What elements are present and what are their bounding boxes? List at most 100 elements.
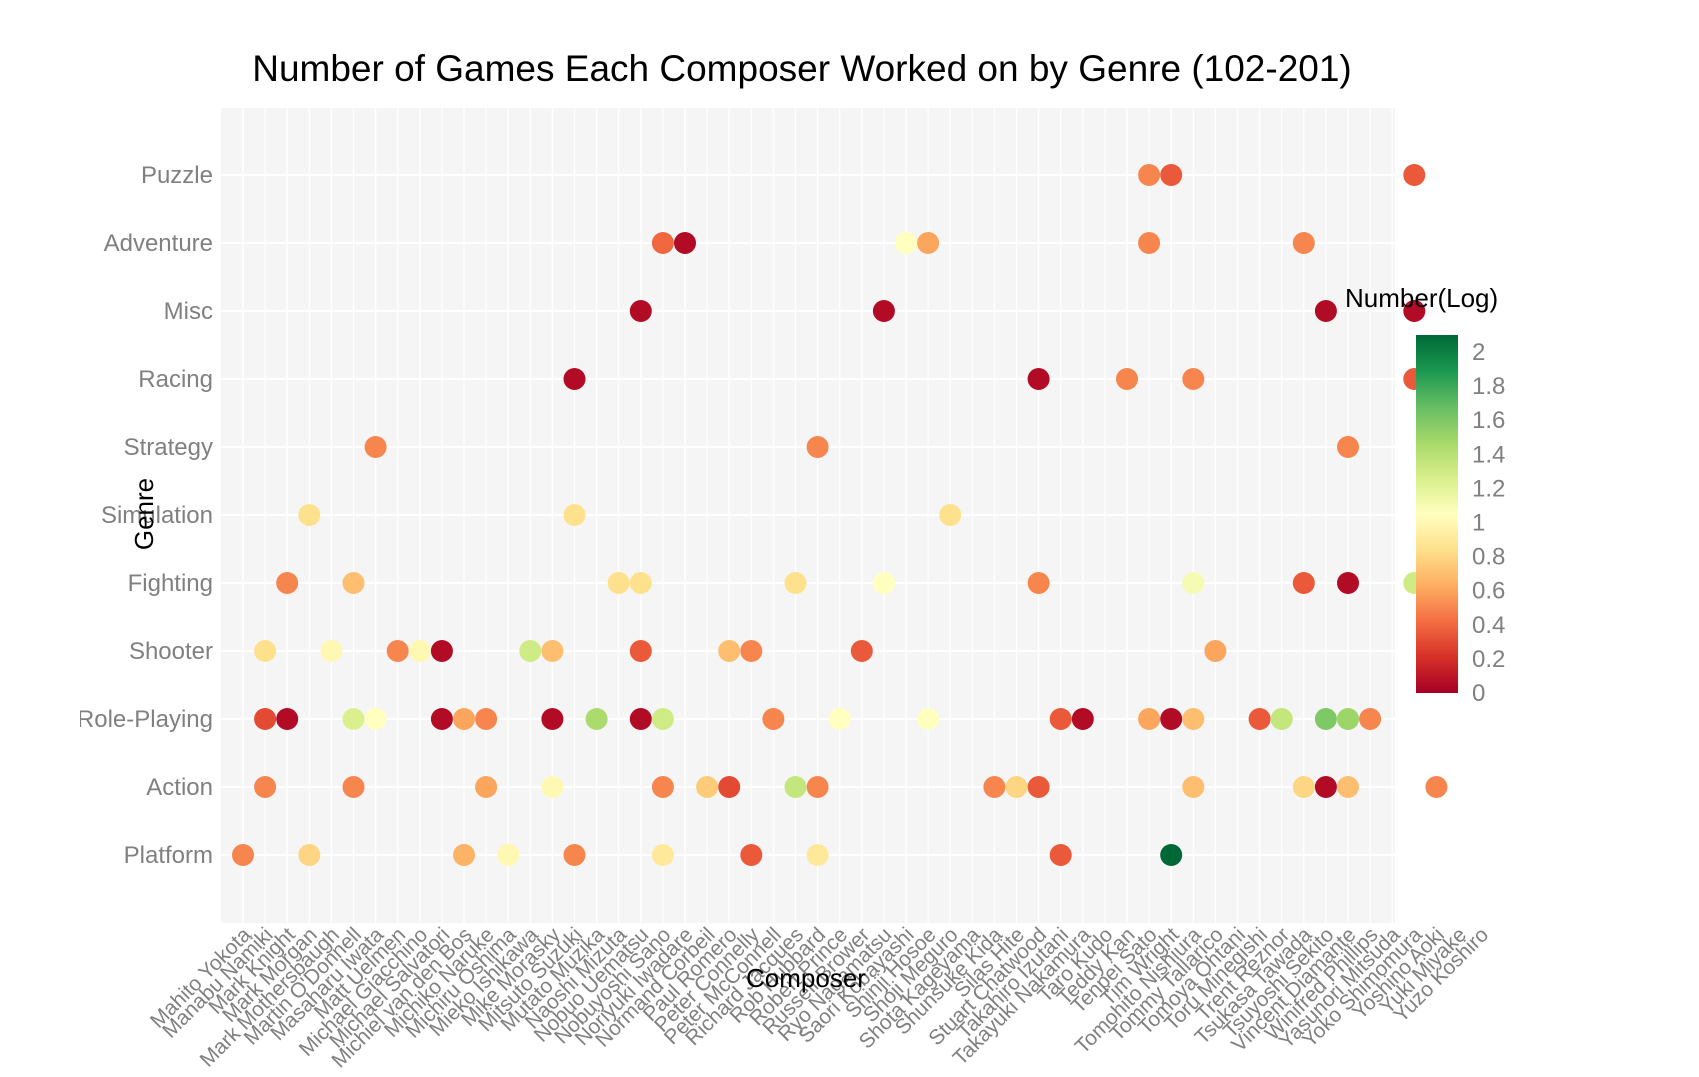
chart-title: Number of Games Each Composer Worked on …	[252, 48, 1352, 89]
data-point	[651, 844, 674, 866]
y-tick-label: Racing	[138, 366, 213, 393]
data-point	[475, 708, 498, 730]
data-point	[629, 300, 652, 322]
data-point	[674, 232, 696, 254]
data-point	[342, 572, 365, 594]
colorbar-tick-label: 1.6	[1472, 407, 1505, 434]
data-point	[1049, 844, 1072, 866]
data-point	[917, 232, 940, 254]
data-point	[983, 776, 1006, 798]
data-point	[917, 708, 940, 730]
data-point	[1359, 708, 1382, 730]
data-point	[364, 708, 387, 730]
data-point	[740, 844, 763, 866]
legend-title: Number(Log)	[1345, 283, 1498, 313]
data-point	[453, 844, 475, 866]
data-point	[1403, 164, 1426, 186]
data-point	[1027, 776, 1050, 798]
data-point	[563, 368, 586, 390]
data-point	[1027, 572, 1050, 594]
data-point	[939, 504, 962, 526]
colorbar-tick-label: 0.6	[1472, 578, 1505, 605]
data-point	[806, 436, 829, 458]
data-point	[1071, 708, 1094, 730]
colorbar-tick-label: 0.4	[1472, 612, 1505, 639]
data-point	[1204, 640, 1227, 662]
data-point	[1314, 708, 1337, 730]
data-point	[430, 640, 453, 662]
data-point	[254, 640, 277, 662]
colorbar-tick-label: 1.2	[1472, 475, 1505, 502]
data-point	[1337, 572, 1359, 594]
y-axis-title: Genre	[129, 478, 159, 550]
data-point	[850, 640, 873, 662]
data-point	[1138, 232, 1161, 254]
data-point	[1182, 368, 1205, 390]
data-point	[298, 844, 321, 866]
data-point	[1049, 708, 1072, 730]
data-point	[1160, 164, 1183, 186]
data-point	[342, 776, 365, 798]
data-point	[541, 640, 564, 662]
data-point	[1337, 776, 1359, 798]
data-point	[541, 776, 564, 798]
data-point	[298, 504, 321, 526]
colorbar-tick-label: 2	[1472, 339, 1485, 366]
data-point	[784, 776, 807, 798]
data-point	[364, 436, 387, 458]
data-point	[1160, 708, 1183, 730]
data-point	[1005, 776, 1028, 798]
data-point	[254, 708, 277, 730]
data-point	[784, 572, 807, 594]
data-point	[651, 776, 674, 798]
colorbar-tick-label: 1.4	[1472, 441, 1505, 468]
data-point	[342, 708, 365, 730]
data-point	[607, 572, 630, 594]
data-point	[1160, 844, 1183, 866]
data-point	[629, 708, 652, 730]
colorbar-tick-label: 1	[1472, 510, 1485, 537]
data-point	[232, 844, 254, 866]
y-tick-label: Shooter	[129, 638, 213, 665]
data-point	[585, 708, 608, 730]
data-point	[872, 300, 895, 322]
data-point	[740, 640, 763, 662]
data-point	[1314, 300, 1337, 322]
data-point	[453, 708, 475, 730]
data-point	[430, 708, 453, 730]
data-point	[254, 776, 277, 798]
data-point	[696, 776, 719, 798]
data-point	[276, 708, 299, 730]
data-point	[541, 708, 564, 730]
data-point	[475, 776, 498, 798]
data-point	[1182, 708, 1205, 730]
y-tick-label: Platform	[124, 842, 213, 869]
y-tick-label: Simulation	[101, 502, 213, 529]
data-point	[651, 232, 674, 254]
color-legend: Number(Log) 0 0.2 0.4 0.6 0.8 1 1.2 1.4 1.6 1.8 2	[1345, 283, 1505, 707]
data-point	[1292, 232, 1315, 254]
colorbar-ticks: 0 0.2 0.4 0.6 0.8 1 1.2 1.4 1.6 1.8 2	[1472, 339, 1505, 707]
data-point	[1138, 164, 1161, 186]
data-point	[497, 844, 520, 866]
data-point	[1138, 708, 1161, 730]
data-point	[1182, 776, 1205, 798]
data-point	[563, 844, 586, 866]
colorbar-tick-label: 1.8	[1472, 373, 1505, 400]
y-tick-label: Role-Playing	[77, 706, 213, 733]
data-point	[651, 708, 674, 730]
y-tick-label: Fighting	[128, 570, 213, 597]
data-point	[629, 572, 652, 594]
data-point	[718, 640, 741, 662]
data-point	[895, 232, 917, 254]
data-point	[320, 640, 343, 662]
y-tick-label: Strategy	[124, 434, 213, 461]
data-point	[563, 504, 586, 526]
colorbar-tick-label: 0	[1472, 680, 1485, 707]
y-tick-label: Misc	[164, 298, 213, 325]
data-point	[762, 708, 785, 730]
data-point	[806, 776, 829, 798]
data-point	[806, 844, 829, 866]
data-point	[872, 572, 895, 594]
